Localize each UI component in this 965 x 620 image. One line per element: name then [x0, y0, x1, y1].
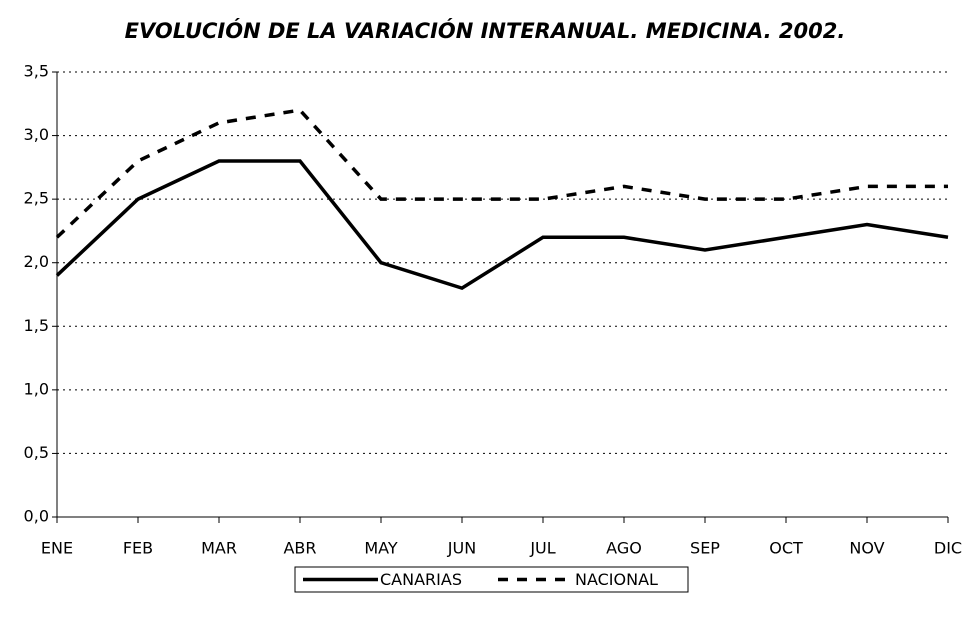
chart-title: EVOLUCIÓN DE LA VARIACIÓN INTERANUAL. ME… — [124, 19, 846, 43]
x-tick-label: ABR — [283, 539, 316, 558]
y-tick-label: 2,5 — [24, 189, 49, 208]
y-tick-label: 2,0 — [24, 252, 49, 271]
x-tick-label: NOV — [849, 539, 884, 558]
y-tick-label: 3,0 — [24, 125, 49, 144]
x-tick-label: MAY — [364, 539, 398, 558]
y-tick-label: 0,5 — [24, 443, 49, 462]
series-line — [55, 108, 948, 239]
x-tick-label: AGO — [606, 539, 642, 558]
x-tick-label: ENE — [41, 539, 73, 558]
y-tick-label: 0,0 — [24, 507, 49, 526]
y-tick-label: 1,5 — [24, 316, 49, 335]
y-tick-label: 1,0 — [24, 379, 49, 398]
y-tick-label: 3,5 — [24, 62, 49, 81]
legend-label: NACIONAL — [575, 570, 658, 589]
x-tick-label: SEP — [690, 539, 720, 558]
x-tick-label: MAR — [201, 539, 237, 558]
x-tick-label: DIC — [934, 539, 962, 558]
series-line — [55, 159, 949, 291]
x-tick-label: JUL — [529, 539, 555, 558]
x-tick-label: OCT — [769, 539, 803, 558]
legend-label: CANARIAS — [380, 570, 462, 589]
x-tick-label: JUN — [447, 539, 476, 558]
x-tick-label: FEB — [123, 539, 153, 558]
